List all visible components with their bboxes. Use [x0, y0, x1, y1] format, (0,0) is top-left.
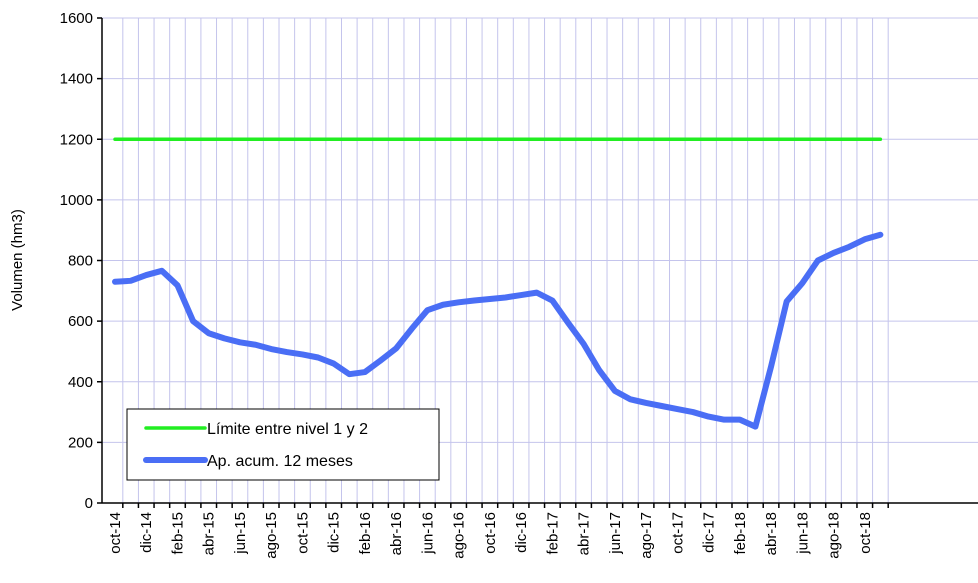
x-tick-label: dic-17 [701, 512, 718, 553]
x-tick-label: abr-18 [763, 512, 780, 555]
x-tick-label: feb-18 [732, 512, 749, 555]
x-tick-label: jun-16 [419, 512, 436, 555]
series-line-1 [112, 231, 884, 430]
y-tick-labels: 0 200 400 600 800 1000 1200 1400 1600 [60, 10, 93, 512]
x-tick-label: dic-14 [138, 512, 155, 553]
axes [97, 17, 978, 508]
y-tick-label: 400 [68, 374, 93, 391]
x-tick-label: oct-16 [482, 512, 499, 554]
x-tick-label: abr-15 [201, 512, 218, 555]
y-tick-label: 200 [68, 434, 93, 451]
x-tick-label: abr-17 [576, 512, 593, 555]
x-tick-label: ago-15 [263, 512, 280, 559]
x-tick-label: oct-18 [857, 512, 874, 554]
x-tick-label: jun-15 [232, 512, 249, 555]
x-tick-label: jun-17 [607, 512, 624, 555]
y-axis-title: Volumen (hm3) [9, 209, 26, 311]
x-tick-labels: oct-14 dic-14 feb-15 abr-15 jun-15 ago-15 oct-… [107, 512, 874, 559]
y-tick-label: 1000 [60, 192, 93, 209]
x-tick-label: oct-14 [107, 512, 124, 554]
legend-label-accum: Ap. acum. 12 meses [207, 453, 353, 470]
x-tick-label: dic-16 [513, 512, 530, 553]
x-tick-label: dic-15 [326, 512, 343, 553]
y-tick-label: 0 [85, 495, 93, 512]
x-tick-label: jun-18 [794, 512, 811, 555]
legend: Límite entre nivel 1 y 2 Ap. acum. 12 me… [126, 408, 440, 481]
x-tick-label: ago-18 [826, 512, 843, 559]
x-tick-label: ago-16 [451, 512, 468, 559]
x-tick-label: feb-15 [169, 512, 186, 555]
x-tick-label: oct-15 [294, 512, 311, 554]
legend-box [126, 408, 440, 481]
x-tick-label: ago-17 [638, 512, 655, 559]
y-tick-label: 1400 [60, 71, 93, 88]
legend-label-limit: Límite entre nivel 1 y 2 [207, 421, 368, 438]
series-lines [112, 137, 884, 430]
y-tick-label: 800 [68, 253, 93, 270]
x-tick-label: abr-16 [388, 512, 405, 555]
y-tick-label: 1600 [60, 10, 93, 27]
y-tick-label: 1200 [60, 131, 93, 148]
x-tick-label: feb-16 [357, 512, 374, 555]
x-tick-label: feb-17 [544, 512, 561, 555]
y-tick-label: 600 [68, 313, 93, 330]
x-tick-label: oct-17 [669, 512, 686, 554]
